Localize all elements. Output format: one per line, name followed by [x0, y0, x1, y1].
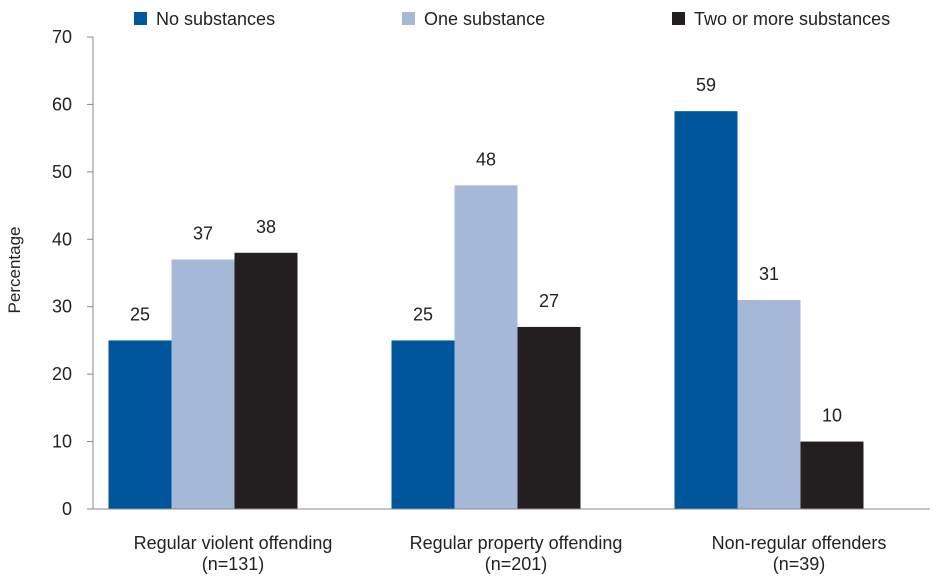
bar	[517, 326, 581, 509]
category-labels: Regular violent offending(n=131) Regular …	[134, 533, 887, 574]
legend-swatch	[672, 12, 685, 25]
y-tick-label: 30	[52, 297, 72, 317]
y-tick-label: 20	[52, 364, 72, 384]
y-tick-label: 10	[52, 432, 72, 452]
y-axis-title: Percentage	[5, 227, 24, 314]
data-label: 37	[193, 224, 213, 244]
data-label: 48	[476, 149, 496, 169]
category-label: Non-regular offenders	[712, 533, 887, 553]
data-labels: 25 25 59 37 48 31 38 27 10	[130, 75, 842, 425]
y-tick-label: 40	[52, 229, 72, 249]
bar	[674, 111, 738, 510]
data-label: 27	[539, 291, 559, 311]
legend-label: One substance	[424, 9, 545, 29]
data-label: 25	[413, 304, 433, 324]
legend-item: No substances	[134, 9, 275, 29]
category-count-label: (n=39)	[773, 554, 826, 574]
data-label: 25	[130, 304, 150, 324]
bar	[737, 299, 801, 509]
bar	[171, 259, 235, 509]
bar	[108, 340, 172, 509]
legend-swatch	[402, 12, 415, 25]
y-tick-label: 0	[62, 499, 72, 519]
y-tick-label: 50	[52, 162, 72, 182]
bar	[234, 252, 298, 509]
legend-label: No substances	[156, 9, 275, 29]
category-count-label: (n=201)	[485, 554, 548, 574]
bars	[108, 111, 864, 510]
data-label: 59	[696, 75, 716, 95]
legend-label: Two or more substances	[694, 9, 890, 29]
bar	[391, 340, 455, 509]
data-label: 10	[822, 406, 842, 426]
category-count-label: (n=131)	[202, 554, 265, 574]
category-label: Regular property offending	[410, 533, 623, 553]
data-label: 38	[256, 217, 276, 237]
legend-swatch	[134, 12, 147, 25]
legend: No substances One substance Two or more su…	[134, 9, 890, 29]
y-tick-label: 70	[52, 27, 72, 47]
legend-item: One substance	[402, 9, 545, 29]
y-tick-label: 60	[52, 94, 72, 114]
legend-item: Two or more substances	[672, 9, 890, 29]
y-axis-ticks: 0 10 20 30 40 50 60 70	[52, 27, 93, 519]
bar	[800, 441, 864, 509]
category-label: Regular violent offending	[134, 533, 333, 553]
bar	[454, 185, 518, 510]
data-label: 31	[759, 264, 779, 284]
